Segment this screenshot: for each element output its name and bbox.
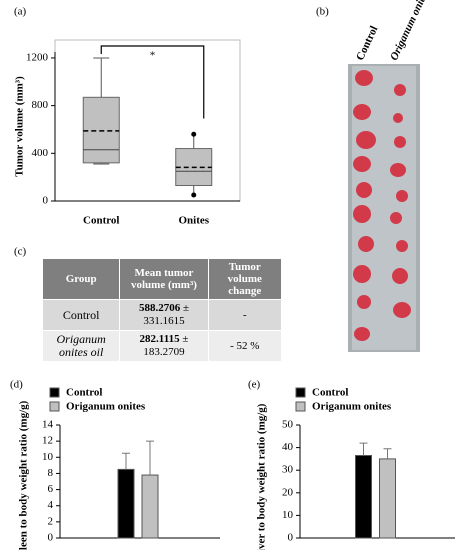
group-cell: Origanum onites oil: [41, 330, 121, 362]
table-row: Origanum onites oil 282.1115 ± 183.2709 …: [41, 330, 283, 362]
photo: [348, 64, 420, 352]
change-cell: -: [207, 299, 283, 331]
y-tick-label: 1200: [26, 51, 49, 63]
legend-label: Control: [66, 387, 102, 399]
tumor: [392, 268, 408, 284]
tumor: [356, 131, 376, 149]
tumor: [396, 190, 408, 202]
legend-swatch: [295, 401, 306, 412]
significance-bracket: [100, 45, 205, 119]
header-cell: Group: [41, 258, 121, 300]
tumors: [353, 70, 411, 341]
error-bar: [146, 440, 154, 476]
table-row: Control 588.2706 ± 331.1615 -: [41, 299, 283, 331]
y-axis-label: Liver to body weight ratio (mg/g): [256, 403, 268, 550]
header-cell: Mean tumor volume (mm³): [119, 258, 209, 300]
y-axis-label: Spleen to body weight ratio (mg/g): [18, 400, 30, 550]
y-tick-label: 0: [288, 532, 294, 544]
y-tick-label: 30: [282, 464, 294, 476]
tumor: [390, 163, 406, 177]
legend-swatch: [49, 387, 60, 398]
legend-label: Origanum onites: [66, 401, 146, 413]
panel-label: (b): [316, 6, 329, 18]
y-tick-label: 10: [282, 509, 294, 521]
y-tick-label: 40: [282, 441, 294, 453]
y-tick-label: 400: [32, 147, 49, 159]
tumor: [358, 236, 374, 252]
tumor: [390, 212, 402, 224]
tumor: [393, 113, 403, 123]
tumor: [393, 302, 411, 318]
tumor: [353, 205, 371, 223]
y-tick-label: 0: [48, 532, 54, 544]
tumor: [354, 327, 370, 341]
mean: 282.1115: [139, 333, 180, 345]
x-tick-label: Onites: [178, 215, 209, 227]
error-bar: [383, 448, 392, 459]
y-tick-label: 6: [48, 483, 54, 495]
y-tick-label: 0: [43, 195, 49, 207]
y-tick-label: 20: [282, 486, 294, 498]
change-cell: - 52 %: [207, 330, 283, 362]
legend-swatch: [49, 401, 60, 412]
y-tick-label: 2: [48, 515, 54, 527]
y-tick-label: 4: [48, 499, 54, 511]
bar: [117, 468, 135, 539]
significance-label: *: [150, 50, 156, 62]
y-tick-label: 12: [42, 435, 53, 447]
panel-label: (e): [248, 379, 261, 391]
box: [82, 96, 120, 164]
sd: ± 183.2709: [143, 333, 189, 358]
panel-label: (c): [14, 246, 27, 258]
mean-cell: 282.1115 ± 183.2709: [119, 330, 209, 362]
error-bar: [122, 452, 130, 470]
error-bar: [359, 442, 368, 456]
x-tick-label: Control: [83, 215, 119, 227]
tumor: [353, 265, 371, 283]
mean-cell: 588.2706 ± 331.1615: [119, 299, 209, 331]
header-cell: Tumor volume change: [207, 258, 283, 300]
mean: 588.2706: [138, 302, 181, 314]
tumor: [353, 104, 371, 120]
legend-label: Control: [312, 387, 348, 399]
y-tick-label: 14: [42, 419, 54, 431]
legend-label: Origanum onites: [312, 401, 392, 413]
panel-label: (a): [14, 6, 27, 18]
photo-label: Origanum onites: [388, 0, 431, 62]
tumor: [394, 136, 406, 148]
legend-swatch: [295, 387, 306, 398]
tumor: [396, 240, 408, 252]
y-axis-label: Tumor volume (mm³): [14, 76, 26, 177]
photo-label: Control: [354, 24, 380, 62]
y-tick-label: 50: [282, 419, 294, 431]
tumor: [355, 70, 373, 86]
y-tick-label: 8: [48, 467, 54, 479]
whisker-end: [191, 192, 197, 198]
results-table: Group Mean tumor volume (mm³) Tumor volu…: [41, 258, 283, 362]
y-tick-label: 800: [32, 99, 49, 111]
bar: [379, 458, 396, 539]
tumor: [394, 84, 406, 96]
group-cell: Control: [41, 299, 121, 331]
bar: [355, 455, 372, 539]
y-tick-label: 10: [42, 451, 54, 463]
tumor: [353, 156, 371, 172]
sd: ± 331.1615: [143, 302, 189, 327]
whisker-end: [191, 131, 197, 137]
table-header: Group Mean tumor volume (mm³) Tumor volu…: [41, 258, 283, 300]
panel-label: (d): [10, 379, 23, 391]
tumor: [356, 182, 372, 198]
tumor: [357, 295, 371, 309]
bar: [141, 474, 159, 539]
